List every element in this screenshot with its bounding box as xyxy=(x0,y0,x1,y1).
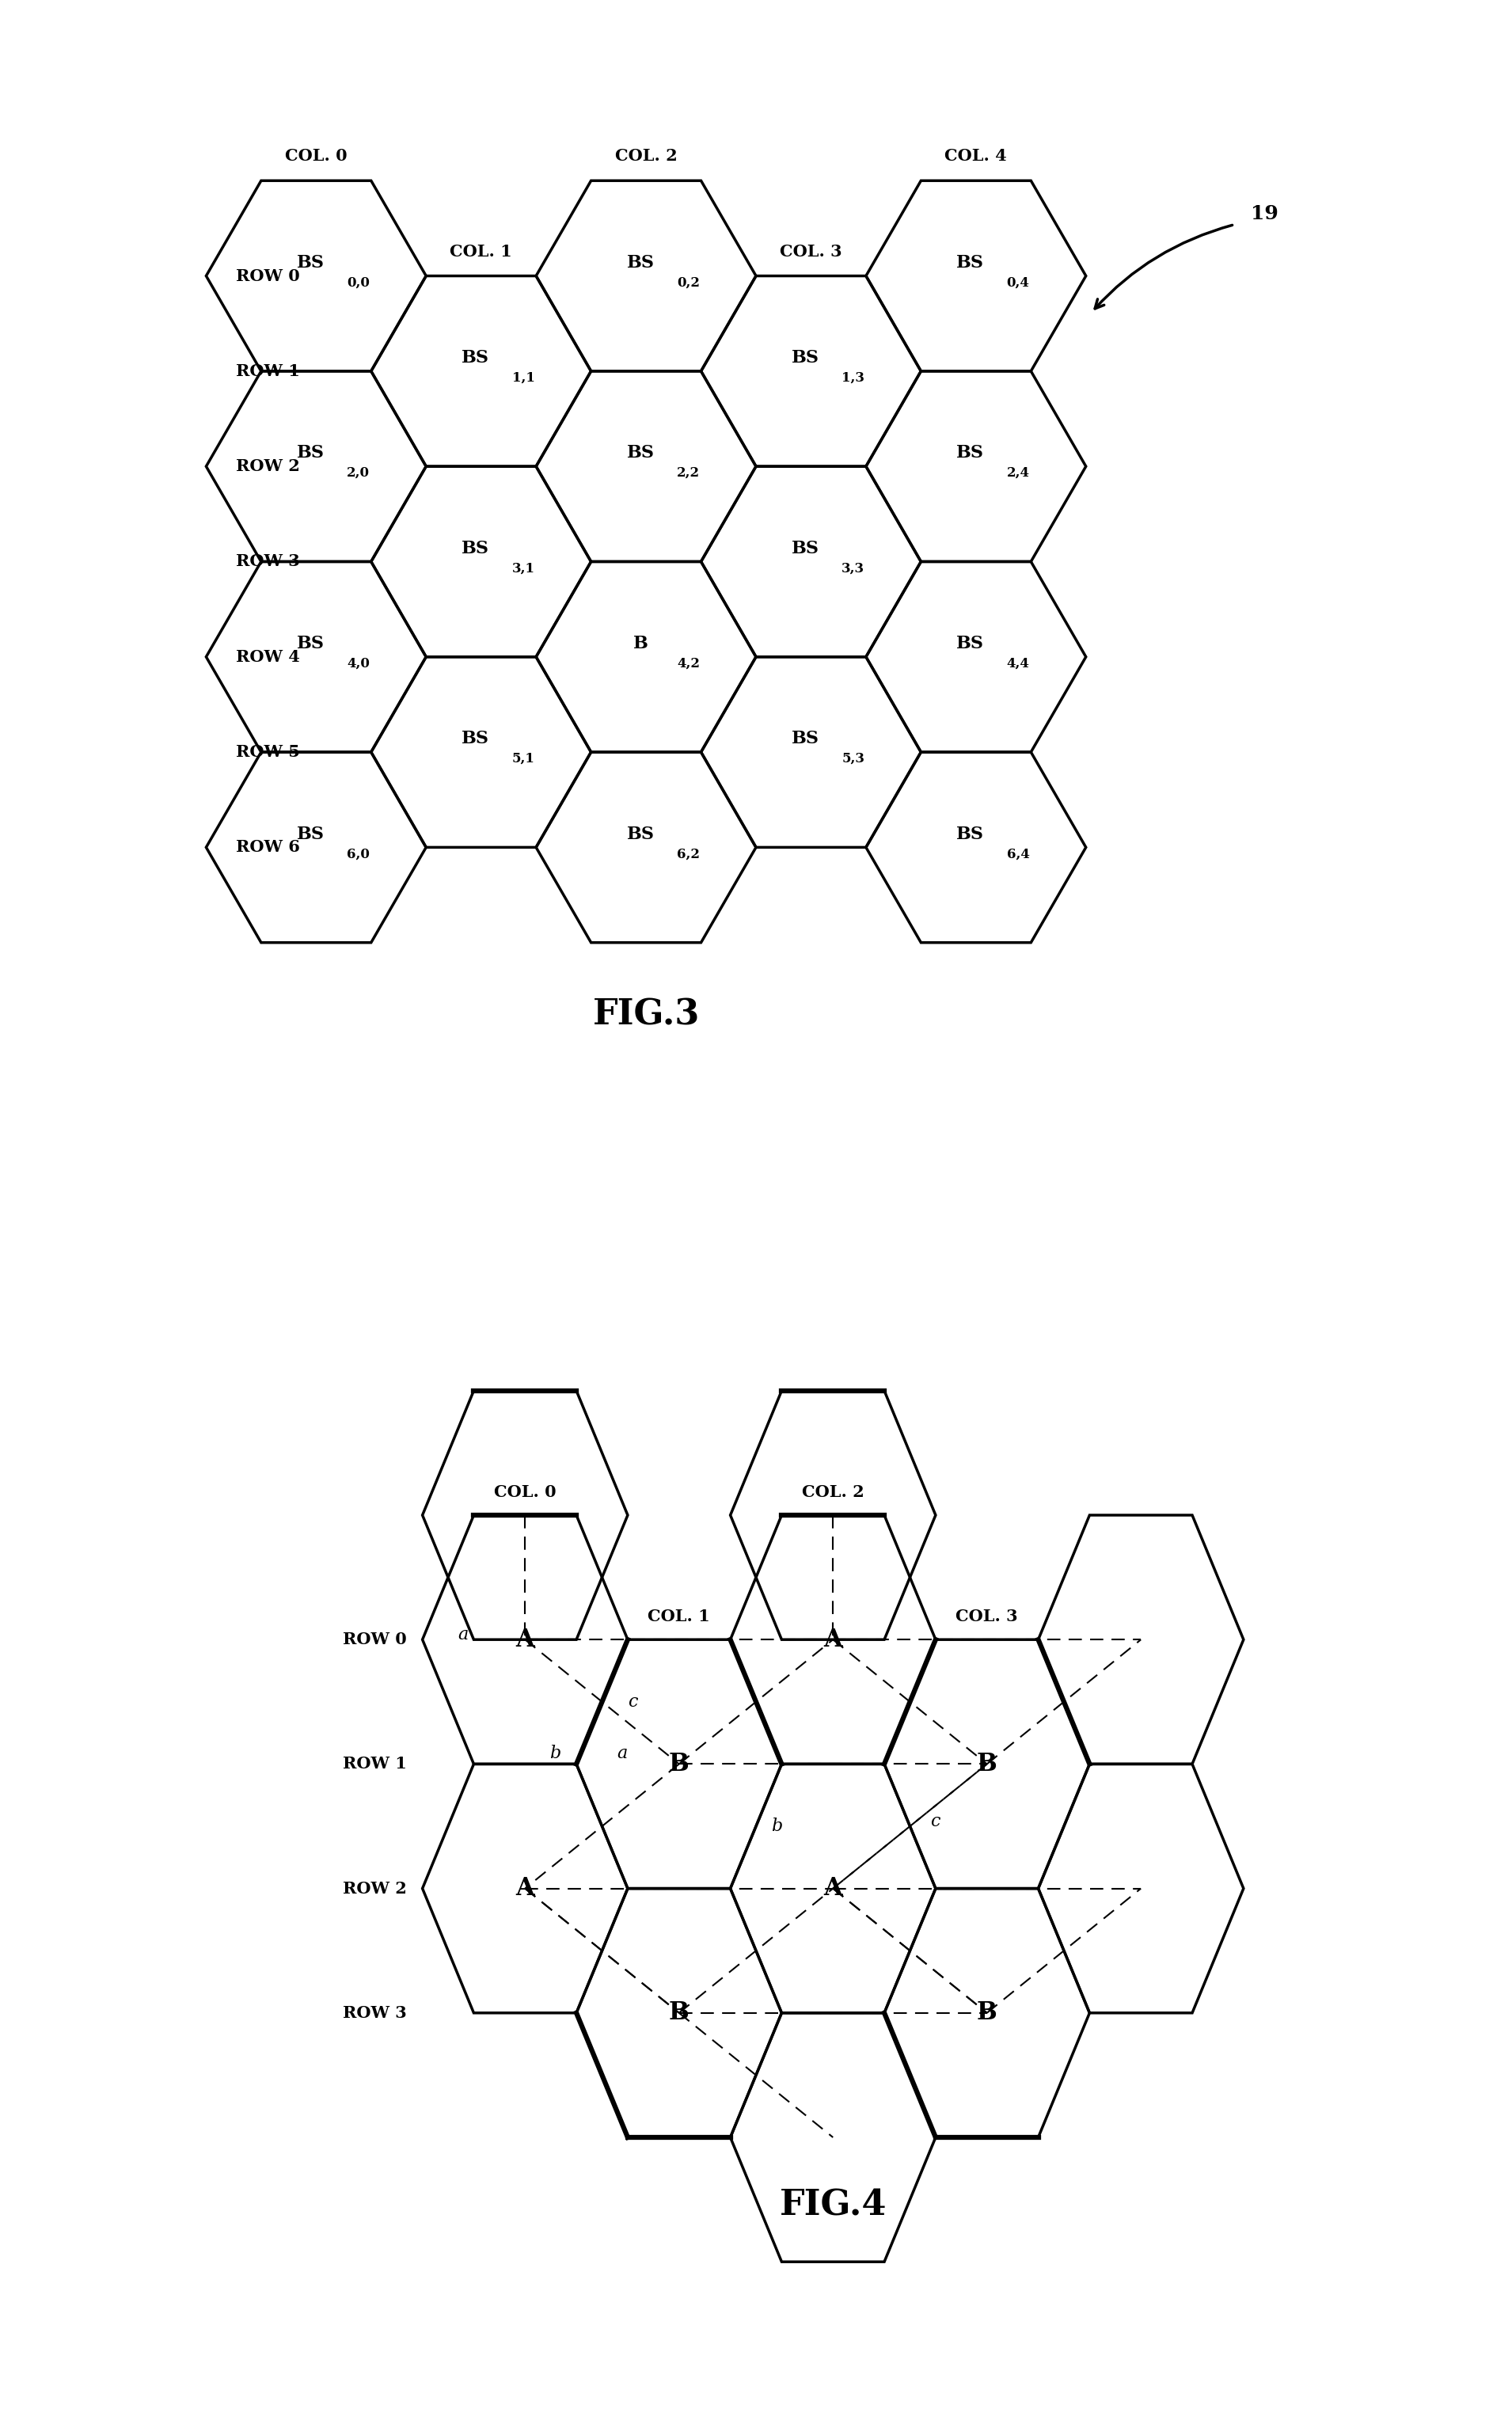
Text: 6,0: 6,0 xyxy=(346,847,370,860)
Text: B: B xyxy=(977,2002,996,2026)
Text: BS: BS xyxy=(957,825,984,843)
Text: BS: BS xyxy=(792,541,820,558)
Text: BS: BS xyxy=(957,446,984,463)
Text: BS: BS xyxy=(626,825,655,843)
Text: B: B xyxy=(977,1751,996,1775)
Text: 4,0: 4,0 xyxy=(346,657,370,670)
Text: BS: BS xyxy=(792,348,820,368)
Text: BS: BS xyxy=(296,446,325,463)
Text: ROW 5: ROW 5 xyxy=(236,745,299,760)
Text: 5,1: 5,1 xyxy=(513,752,535,765)
Text: A: A xyxy=(516,1627,534,1651)
Text: 2,4: 2,4 xyxy=(1007,465,1030,480)
Text: 19: 19 xyxy=(1250,205,1279,224)
Text: b: b xyxy=(550,1746,561,1763)
Text: c: c xyxy=(930,1812,940,1829)
Text: ROW 1: ROW 1 xyxy=(343,1756,407,1773)
Text: 6,4: 6,4 xyxy=(1007,847,1030,860)
Text: BS: BS xyxy=(957,253,984,270)
Text: c: c xyxy=(627,1692,638,1709)
Text: 3,1: 3,1 xyxy=(513,562,535,575)
Text: COL. 1: COL. 1 xyxy=(451,244,513,261)
Text: 2,2: 2,2 xyxy=(677,465,700,480)
Text: ROW 4: ROW 4 xyxy=(236,650,299,665)
Text: 2,0: 2,0 xyxy=(346,465,370,480)
Text: 0,4: 0,4 xyxy=(1007,275,1030,290)
Text: b: b xyxy=(771,1817,783,1836)
Text: ROW 2: ROW 2 xyxy=(343,1880,407,1897)
Text: ROW 0: ROW 0 xyxy=(236,268,299,285)
Text: 3,3: 3,3 xyxy=(842,562,865,575)
Text: COL. 0: COL. 0 xyxy=(494,1483,556,1500)
Text: COL. 1: COL. 1 xyxy=(647,1610,711,1624)
Text: 4,4: 4,4 xyxy=(1007,657,1030,670)
Text: ROW 6: ROW 6 xyxy=(236,840,299,855)
Text: BS: BS xyxy=(957,636,984,653)
Text: A: A xyxy=(516,1877,534,1902)
Text: B: B xyxy=(668,2002,689,2026)
Text: COL. 3: COL. 3 xyxy=(780,244,842,261)
Text: COL. 2: COL. 2 xyxy=(615,149,677,163)
Text: BS: BS xyxy=(461,730,490,748)
Text: 0,2: 0,2 xyxy=(677,275,700,290)
Text: a: a xyxy=(617,1746,627,1763)
Text: A: A xyxy=(824,1877,842,1902)
Text: B: B xyxy=(634,636,649,653)
Text: 4,2: 4,2 xyxy=(677,657,700,670)
Text: BS: BS xyxy=(296,825,325,843)
Text: COL. 2: COL. 2 xyxy=(801,1483,865,1500)
Text: BS: BS xyxy=(296,636,325,653)
Text: a: a xyxy=(458,1627,469,1644)
Text: BS: BS xyxy=(792,730,820,748)
Text: 1,1: 1,1 xyxy=(513,370,535,385)
Text: BS: BS xyxy=(626,446,655,463)
Text: ROW 3: ROW 3 xyxy=(343,2004,407,2021)
Text: BS: BS xyxy=(461,348,490,368)
Text: COL. 3: COL. 3 xyxy=(956,1610,1018,1624)
Text: COL. 4: COL. 4 xyxy=(945,149,1007,163)
Text: BS: BS xyxy=(626,253,655,270)
Text: BS: BS xyxy=(296,253,325,270)
Text: FIG.4: FIG.4 xyxy=(779,2189,886,2223)
Text: B: B xyxy=(668,1751,689,1775)
Text: COL. 0: COL. 0 xyxy=(284,149,348,163)
Text: 6,2: 6,2 xyxy=(677,847,700,860)
Text: 0,0: 0,0 xyxy=(346,275,370,290)
Text: ROW 1: ROW 1 xyxy=(236,363,299,380)
Text: ROW 0: ROW 0 xyxy=(343,1631,407,1648)
Text: BS: BS xyxy=(461,541,490,558)
Text: ROW 2: ROW 2 xyxy=(236,458,299,475)
Text: FIG.3: FIG.3 xyxy=(593,998,700,1032)
Text: ROW 3: ROW 3 xyxy=(236,553,299,570)
Text: 1,3: 1,3 xyxy=(842,370,865,385)
Text: A: A xyxy=(824,1627,842,1651)
Text: 5,3: 5,3 xyxy=(842,752,865,765)
